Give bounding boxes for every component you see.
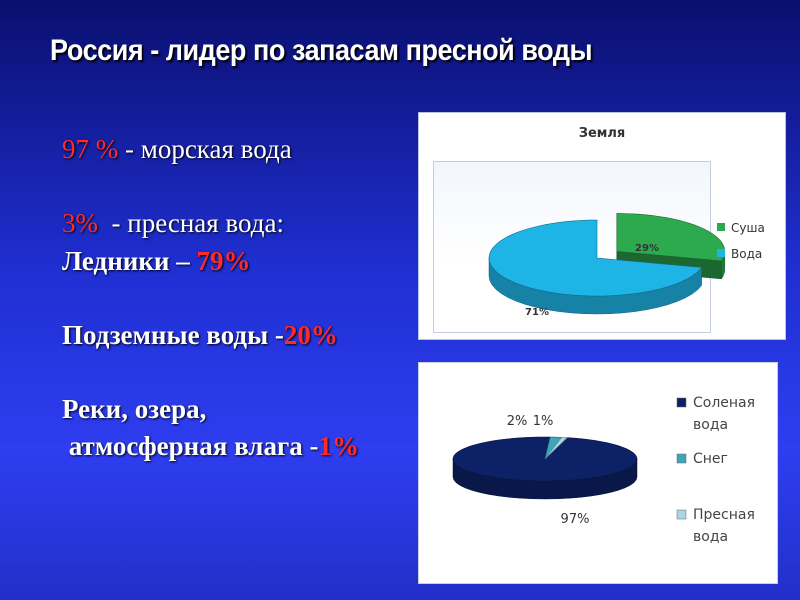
groundwater-value: 20%	[283, 320, 338, 350]
chart-water: 97% 2% 1% Соленая вода Снег Пресная вода	[452, 395, 755, 545]
chart-water-panel: 97% 2% 1% Соленая вода Снег Пресная вода	[418, 362, 778, 584]
fresh-water-label: - пресная вода:	[98, 208, 284, 238]
earth-legend-swatch-1	[717, 249, 725, 257]
text-rivers-lakes: Реки, озера,	[62, 394, 207, 424]
water-data-label-2: 1%	[533, 414, 554, 429]
chart-earth-legend: Суша Вода	[717, 221, 765, 261]
water-slice-2	[544, 437, 568, 460]
text-sea-water: 97 % - морская вода	[62, 134, 292, 165]
sea-water-label: - морская вода	[118, 134, 292, 164]
earth-legend-label-1: Вода	[731, 247, 762, 261]
text-atmospheric: атмосферная влага -1%	[62, 431, 359, 462]
earth-data-label-0: 29%	[635, 243, 659, 254]
text-glaciers: Ледники – 79%	[62, 246, 250, 277]
chart-water-pie: 97% 2% 1%	[452, 414, 638, 527]
page-title: Россия - лидер по запасам пресной воды	[50, 34, 593, 67]
chart-earth-panel: Земля 29% 71% Суша Вода	[418, 112, 786, 340]
glaciers-value: 79%	[196, 246, 251, 276]
chart-earth-pie: 29% 71%	[488, 213, 726, 318]
water-legend-swatch-0	[676, 397, 687, 408]
atmospheric-value: 1%	[318, 431, 359, 461]
atmospheric-label: атмосферная влага -	[62, 431, 319, 461]
water-legend-swatch-1	[676, 453, 687, 464]
earth-legend-label-0: Суша	[731, 221, 765, 235]
water-legend-label-0: Соленая вода	[693, 395, 755, 433]
water-legend-label-2: Пресная вода	[693, 507, 755, 545]
groundwater-label: Подземные воды -	[62, 320, 284, 350]
water-legend-label-1: Снег	[693, 451, 728, 467]
earth-legend-swatch-0	[717, 223, 725, 231]
water-data-label-0: 97%	[561, 512, 590, 527]
sea-water-value: 97 %	[62, 134, 119, 164]
water-data-label-1: 2%	[507, 414, 528, 429]
text-groundwater: Подземные воды -20%	[62, 320, 338, 351]
fresh-water-value: 3%	[62, 208, 98, 238]
water-legend-swatch-2	[676, 509, 687, 520]
glaciers-label: Ледники –	[62, 246, 197, 276]
text-fresh-water: 3% - пресная вода:	[62, 208, 284, 239]
chart-water-legend: Соленая вода Снег Пресная вода	[676, 395, 755, 545]
chart-earth: Земля 29% 71% Суша Вода	[488, 126, 765, 318]
earth-slice-1	[488, 219, 703, 297]
chart-earth-title: Земля	[579, 126, 626, 141]
earth-data-label-1: 71%	[525, 307, 549, 318]
